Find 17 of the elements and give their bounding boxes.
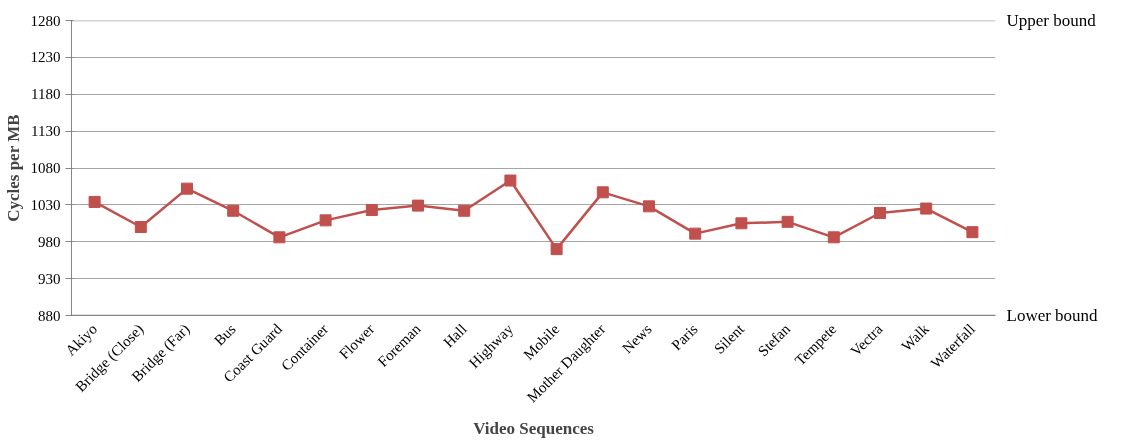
x-tick-label: Hall [440,320,470,351]
ref-line-label: Lower bound [1006,306,1099,325]
y-tick-label: 1130 [31,123,61,140]
x-tick-label: Walk [898,320,933,355]
y-tick-label: 1180 [31,86,61,103]
y-tick-label: 1230 [30,49,61,66]
y-tick-label: 1080 [30,160,61,176]
y-tick-label: 1030 [30,196,61,213]
y-tick-label: 930 [38,270,61,287]
x-tick-label: Bus [211,320,239,349]
y-tick-label: 1280 [30,12,61,29]
ref-line-label: Upper bound [1006,11,1097,30]
y-tick-label: 880 [38,307,61,324]
x-axis-title: Video Sequences [473,419,595,439]
y-tick-label: 980 [38,233,61,250]
y-axis-title: Cycles per MB [3,114,23,222]
x-tick-label: Paris [668,320,701,354]
